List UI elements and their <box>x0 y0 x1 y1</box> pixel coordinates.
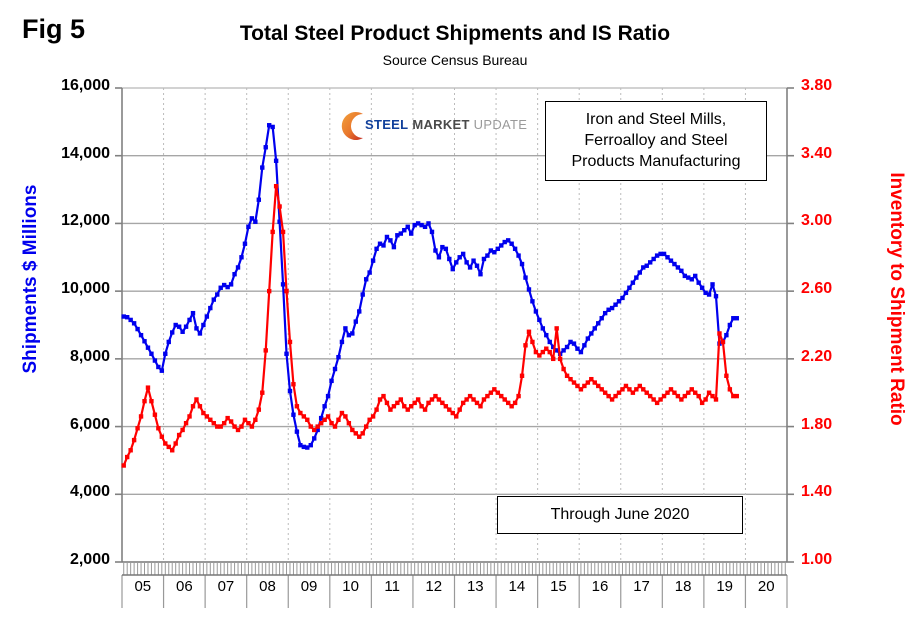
callout-sector-line2: Ferroalloy and Steel <box>584 132 728 150</box>
y-axis-right-tick-label: 2.20 <box>801 347 833 365</box>
x-axis-tick-label: 11 <box>384 578 400 595</box>
y-axis-right-label: Inventory to Shipment Ratio <box>886 172 907 426</box>
callout-sector: Iron and Steel Mills, Ferroalloy and Ste… <box>545 101 767 182</box>
figure-label: Fig 5 <box>22 14 86 44</box>
y-axis-left-tick-label: 14,000 <box>61 144 110 162</box>
x-axis-tick-label: 07 <box>217 578 235 595</box>
y-axis-left-tick-label: 8,000 <box>69 347 110 365</box>
logo-word-market: MARKET <box>412 117 470 132</box>
logo-wordmark: STEEL MARKET UPDATE <box>365 117 527 132</box>
x-axis-tick-label: 15 <box>550 578 567 595</box>
callout-sector-line1: Iron and Steel Mills, <box>585 111 727 128</box>
callout-sector-line3: Products Manufacturing <box>571 153 741 171</box>
x-axis-tick-label: 13 <box>466 578 484 595</box>
y-axis-right-tick-label: 3.80 <box>801 77 833 94</box>
y-axis-left-tick-label: 10,000 <box>61 280 110 298</box>
y-axis-right-tick-label: 1.40 <box>801 483 833 501</box>
x-axis-tick-label: 05 <box>134 578 152 595</box>
x-axis-tick-label: 16 <box>591 578 609 595</box>
logo-word-update: UPDATE <box>473 117 528 132</box>
chart-title: Total Steel Product Shipments and IS Rat… <box>239 22 671 45</box>
callout-through-date: Through June 2020 <box>497 496 743 535</box>
y-axis-left-tick-label: 16,000 <box>61 77 110 94</box>
x-axis-tick-label: 17 <box>633 578 650 595</box>
x-axis-tick-label: 12 <box>425 578 443 595</box>
steel-market-update-logo: STEEL MARKET UPDATE <box>333 108 527 144</box>
y-axis-right-tick-label: 1.80 <box>801 415 833 433</box>
x-axis-tick-label: 19 <box>716 578 733 595</box>
logo-word-steel: STEEL <box>365 117 409 132</box>
x-axis-tick-label: 10 <box>342 578 359 595</box>
chart-subtitle: Source Census Bureau <box>382 52 528 68</box>
x-axis-tick-label: 20 <box>757 578 775 595</box>
x-axis-tick-label: 09 <box>300 578 318 595</box>
y-axis-right-tick-label: 3.40 <box>801 144 833 162</box>
crescent-icon <box>341 112 363 140</box>
x-axis-tick-label: 14 <box>508 578 526 595</box>
y-axis-right-tick-label: 3.00 <box>801 212 833 230</box>
y-axis-left-tick-label: 4,000 <box>69 483 110 501</box>
y-axis-left-tick-label: 12,000 <box>61 212 110 230</box>
y-axis-right-tick-label: 1.00 <box>801 551 833 568</box>
y-axis-left-tick-label: 2,000 <box>69 551 110 568</box>
y-axis-right-tick-label: 2.60 <box>801 280 833 298</box>
x-axis-tick-label: 18 <box>674 578 692 595</box>
y-axis-left-tick-label: 6,000 <box>69 415 110 433</box>
x-axis-tick-label: 06 <box>176 578 193 595</box>
x-axis-tick-label: 08 <box>259 578 276 595</box>
